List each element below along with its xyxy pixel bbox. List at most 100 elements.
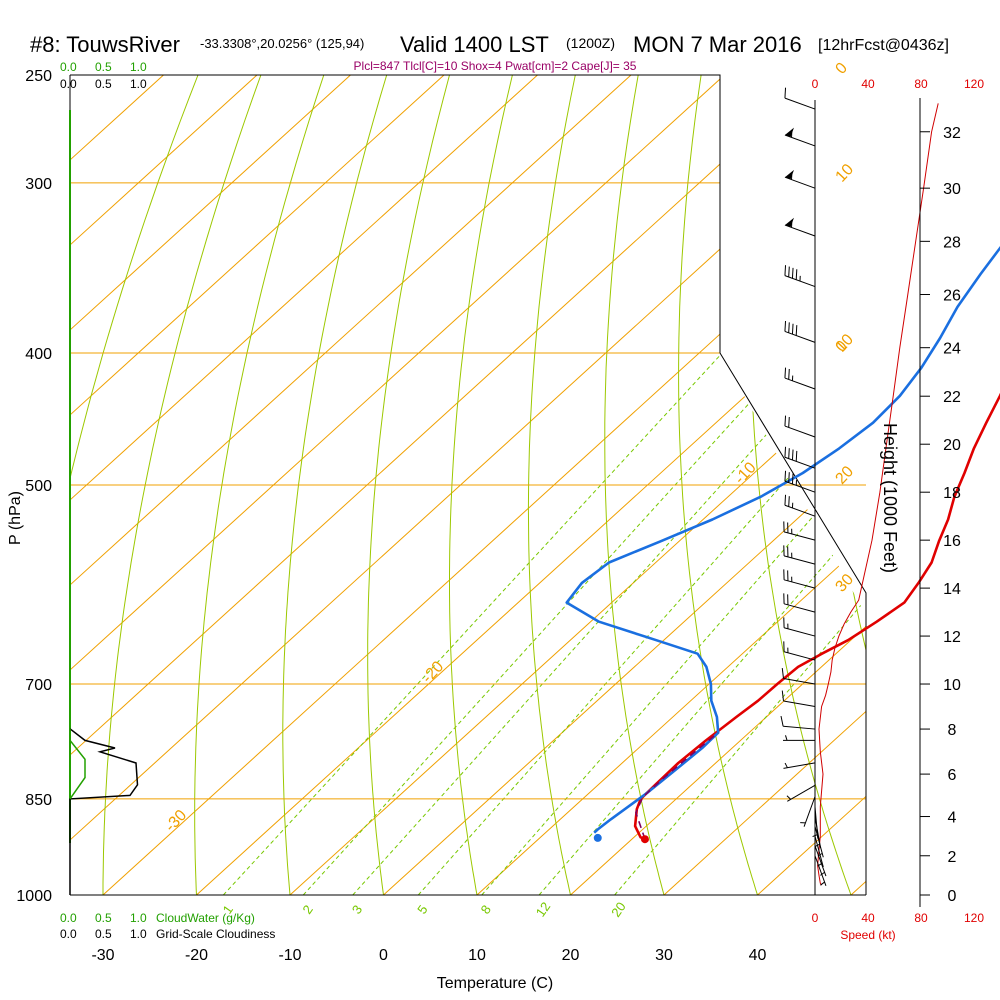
- height-tick-label: 28: [943, 234, 961, 251]
- temperature-tick-label: 40: [749, 947, 767, 964]
- mixing-ratio-labels: 1 2 3 5 8 12 20: [220, 899, 629, 919]
- height-tick-label: 2: [948, 849, 957, 866]
- y-axis-label: P (hPa): [7, 491, 24, 545]
- height-tick-label: 14: [943, 581, 961, 598]
- wind-barb: [784, 446, 816, 469]
- wind-barb: [784, 367, 816, 390]
- speed-tick-top: 0: [812, 77, 819, 91]
- wind-barb-staff: [784, 377, 816, 390]
- wind-barb: [786, 784, 816, 802]
- wind-barb-pennant: [784, 169, 794, 180]
- wind-barb: [784, 127, 816, 147]
- mixing-ratio-label: 8: [478, 902, 494, 917]
- pressure-axis: 250 300 400 500 700 850 1000: [16, 68, 52, 905]
- wind-barb-staff: [814, 836, 824, 868]
- valid-zulu: (1200Z): [566, 35, 615, 51]
- temperature-tick-label: -10: [278, 947, 301, 964]
- wind-barb-pennant: [784, 127, 794, 138]
- speed-tick-top: 80: [914, 77, 928, 91]
- pressure-tick-label: 1000: [16, 888, 52, 905]
- wind-barb-staff: [783, 651, 816, 661]
- isotherm-line: [70, 75, 445, 895]
- dry-adiabat-line: [70, 75, 208, 895]
- wind-barb-staff: [783, 762, 816, 769]
- cloudiness-tick-top: 0.5: [95, 77, 112, 91]
- wind-barb: [783, 617, 816, 637]
- pressure-tick-label: 250: [25, 68, 52, 85]
- cloud-panel: 0.0 0.0 0.0 0.0 0.5 0.5 0.5 0.5 1.0 1.0 1.0 1.0 Clou…: [60, 60, 275, 941]
- wind-barb-full: [788, 416, 790, 428]
- isotherm-label: 20: [832, 463, 857, 488]
- wind-barb: [784, 169, 816, 189]
- wind-barb-staff: [784, 176, 816, 189]
- wind-barb-full: [791, 267, 794, 279]
- height-tick-label: 32: [943, 125, 961, 142]
- pressure-tick-label: 300: [25, 176, 52, 193]
- mixing-ratio-line: [222, 352, 723, 895]
- wind-barb: [784, 320, 816, 343]
- cloud-water-tick-bottom: 1.0: [130, 911, 147, 925]
- wind-barb-half: [820, 881, 825, 886]
- dry-adiabat-line: [367, 75, 457, 895]
- wind-barb: [784, 415, 816, 438]
- dry-adiabat-lines: [70, 75, 866, 895]
- mixing-ratio-line: [352, 352, 841, 895]
- dry-adiabat-line: [282, 75, 395, 895]
- wind-barb-staff: [784, 456, 816, 469]
- speed-axis-label: Speed (kt): [840, 928, 895, 942]
- mixing-ratio-line: [481, 352, 866, 895]
- wind-barb-staff: [783, 700, 816, 708]
- surface-temperature-marker: [640, 835, 649, 844]
- mixing-ratio-label: 5: [414, 902, 430, 917]
- dry-adiabat-line: [527, 75, 581, 895]
- pressure-tick-label: 850: [25, 792, 52, 809]
- wind-barb-staff: [784, 224, 816, 237]
- cloud-water-label: CloudWater (g/Kg): [156, 911, 255, 925]
- wind-barb-full: [795, 450, 798, 462]
- wind-barb: [783, 735, 815, 741]
- wind-barb-full: [781, 668, 784, 679]
- temperature-tick-label: -20: [185, 947, 208, 964]
- pressure-tick-label: 500: [25, 478, 52, 495]
- wind-barb-staff: [784, 425, 816, 438]
- height-tick-label: 10: [943, 677, 961, 694]
- wind-barb-full: [788, 448, 790, 459]
- height-tick-label: 24: [943, 341, 961, 358]
- wind-barb-full: [784, 265, 787, 276]
- wind-barb-full: [781, 690, 784, 702]
- speed-tick-bottom: 0: [812, 911, 819, 925]
- speed-tick-bottom: 120: [964, 911, 984, 925]
- wind-barb-full: [780, 715, 784, 727]
- height-tick-label: 12: [943, 629, 961, 646]
- wind-barb: [814, 845, 827, 877]
- pressure-lines: [70, 74, 866, 896]
- cloud-water-profile: [69, 728, 86, 800]
- wind-barb: [780, 715, 816, 730]
- cloudiness-tick-bottom: 0.0: [60, 927, 77, 941]
- wind-barb: [783, 762, 816, 769]
- pressure-tick-label: 400: [25, 346, 52, 363]
- mixing-ratio-label: 2: [299, 902, 315, 917]
- isotherm-label: -30: [162, 807, 190, 836]
- wind-barb-full: [788, 266, 790, 277]
- wind-barb: [783, 569, 816, 589]
- wind-barb: [783, 641, 816, 661]
- cloudiness-tick-top: 0.0: [60, 77, 77, 91]
- mixing-ratio-line: [417, 352, 866, 895]
- wind-barb: [784, 494, 816, 517]
- mixing-ratio-line: [538, 352, 866, 895]
- wind-barb-pennant: [784, 217, 794, 228]
- height-tick-label: 8: [948, 722, 957, 739]
- speed-tick-bottom: 40: [861, 911, 875, 925]
- stability-indices: Plcl=847 Tlcl[C]=10 Shox=4 Pwat[cm]=2 Ca…: [354, 59, 637, 73]
- mixing-ratio-label: 3: [349, 902, 365, 917]
- wind-barb-staff: [814, 855, 827, 887]
- wind-barb-half: [784, 762, 788, 768]
- wind-barb-full: [784, 320, 787, 332]
- wind-barb-full: [784, 494, 787, 506]
- valid-date: MON 7 Mar 2016: [633, 32, 802, 57]
- cloudiness-tick-bottom: 1.0: [130, 927, 147, 941]
- wind-barb-half: [820, 871, 825, 876]
- cloud-water-tick-bottom: 0.0: [60, 911, 77, 925]
- wind-barb-full: [791, 449, 794, 461]
